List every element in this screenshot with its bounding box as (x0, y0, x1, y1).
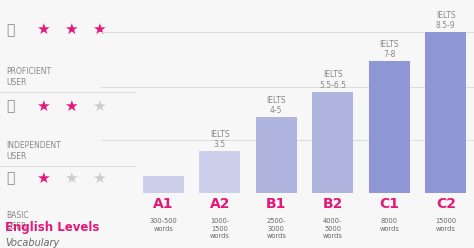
Text: English Levels: English Levels (5, 221, 100, 234)
Text: ★: ★ (64, 99, 78, 114)
Text: ★: ★ (36, 171, 49, 186)
Text: BASIC
USER: BASIC USER (7, 211, 29, 231)
Text: ★: ★ (92, 171, 106, 186)
Text: INDEPENDENT
USER: INDEPENDENT USER (7, 141, 61, 161)
Text: ★: ★ (64, 171, 78, 186)
Text: ★: ★ (92, 99, 106, 114)
Text: ⛤: ⛤ (7, 100, 15, 114)
Text: Vocabulary: Vocabulary (5, 238, 59, 248)
Text: ★: ★ (92, 22, 106, 37)
Text: PROFICIENT
USER: PROFICIENT USER (7, 67, 52, 87)
Text: ⛤: ⛤ (7, 172, 15, 186)
Text: ⛤: ⛤ (7, 23, 15, 37)
Text: ★: ★ (36, 22, 49, 37)
Text: ★: ★ (64, 22, 78, 37)
Text: ★: ★ (36, 99, 49, 114)
